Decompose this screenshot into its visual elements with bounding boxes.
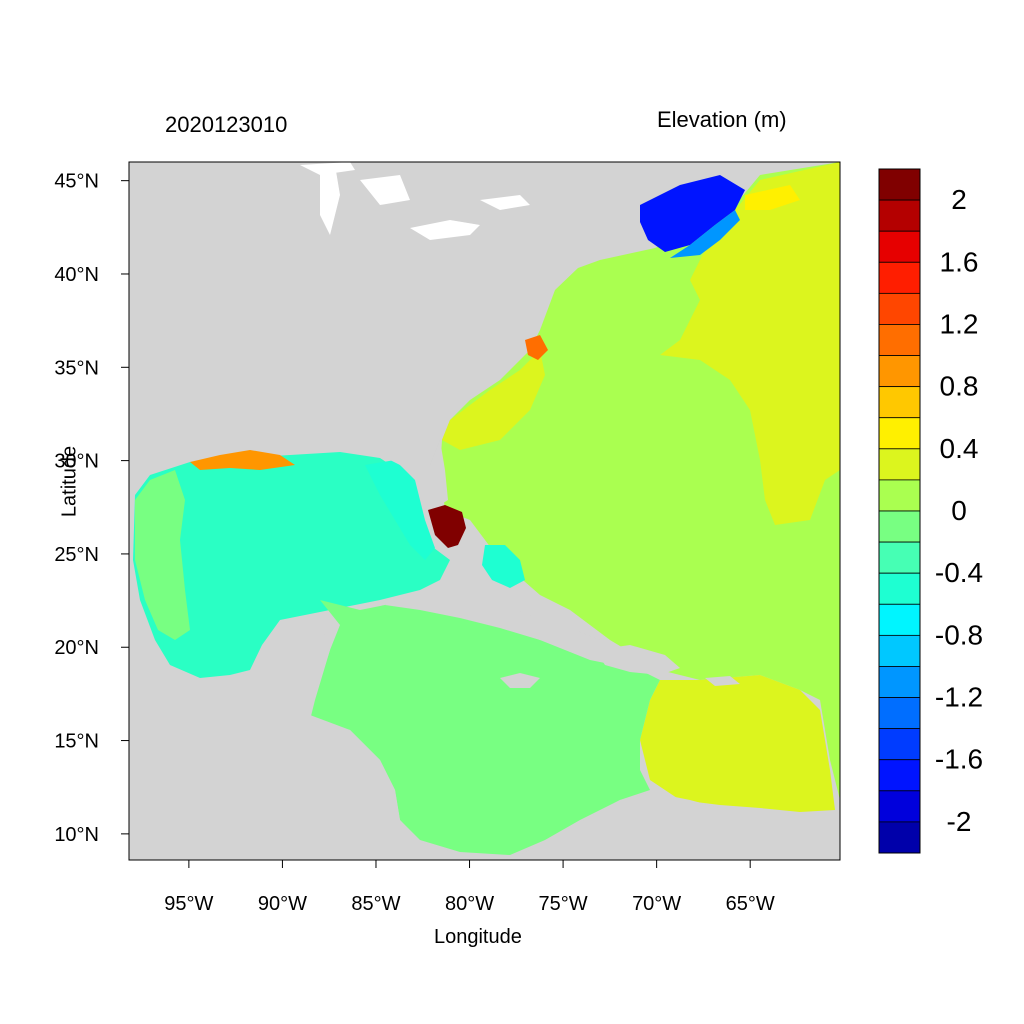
colorbar-label: -0.8 <box>935 619 983 650</box>
colorbar-bin <box>878 821 921 854</box>
colorbar-label: -0.4 <box>935 557 983 588</box>
colorbar-bin <box>878 479 921 512</box>
x-tick-label: 85°W <box>351 893 400 915</box>
colorbar-bin <box>878 199 921 232</box>
x-tick-label: 75°W <box>539 893 588 915</box>
lesser-antilles-water <box>640 675 835 812</box>
colorbar-label: 0.8 <box>940 371 979 402</box>
plot-frame <box>128 161 841 861</box>
y-tick-label: 10°N <box>54 824 99 846</box>
central-america <box>129 620 460 860</box>
x-tick-label: 65°W <box>726 893 775 915</box>
y-tick-label: 30°N <box>54 451 99 473</box>
gulf-of-mexico <box>133 452 450 678</box>
south-america <box>510 792 840 860</box>
great-lakes <box>300 162 530 240</box>
x-tick-label: 95°W <box>164 893 213 915</box>
colorbar-bin <box>878 168 921 201</box>
y-tick-label: 35°N <box>54 357 99 379</box>
colorbar-label: -2 <box>947 806 972 837</box>
x-ticks: 95°W 90°W 85°W 80°W 75°W 70°W 65°W <box>164 860 775 915</box>
colorbar-label: 0 <box>951 495 967 526</box>
variable-title: Elevation (m) <box>657 107 787 132</box>
carolina-coast-surge <box>525 335 548 360</box>
south-florida-surge <box>428 505 466 548</box>
gulf-of-maine-water <box>640 175 745 252</box>
y-tick-label: 15°N <box>54 731 99 753</box>
map-fields <box>129 162 840 860</box>
colorbar-frame <box>878 168 921 854</box>
colorbar-bin <box>878 634 921 667</box>
y-tick-label: 40°N <box>54 264 99 286</box>
y-tick-label: 20°N <box>54 637 99 659</box>
nova-scotia-shelf <box>745 185 800 210</box>
colorbar-bin <box>878 541 921 574</box>
colorbar-bin <box>878 728 921 761</box>
y-ticks: 45°N 40°N 35°N 30°N 25°N 20°N 15°N 10°N <box>54 171 129 846</box>
gulf-of-maine-edge <box>670 210 740 258</box>
x-tick-label: 80°W <box>445 893 494 915</box>
y-tick-label: 45°N <box>54 171 99 193</box>
colorbar-label: -1.6 <box>935 744 983 775</box>
colorbar-bin <box>878 448 921 481</box>
colorbar-bin <box>878 355 921 388</box>
colorbar-bin <box>878 324 921 356</box>
x-tick-label: 90°W <box>258 893 307 915</box>
colorbar-bin <box>878 790 921 823</box>
colorbar-label: 0.4 <box>940 433 979 464</box>
x-axis-label: Longitude <box>434 926 522 948</box>
colorbar-label: -1.2 <box>935 682 983 713</box>
colorbar-bin <box>878 697 921 730</box>
colorbar-bin <box>878 386 921 419</box>
colorbar-bin <box>878 510 921 543</box>
puerto-rico <box>705 676 740 686</box>
colorbar-bin <box>878 417 921 450</box>
colorbar-bin <box>878 230 921 263</box>
x-tick-label: 70°W <box>632 893 681 915</box>
colorbar-bin <box>878 759 921 792</box>
jamaica <box>500 673 540 688</box>
cuba <box>385 592 600 645</box>
timestamp-title: 2020123010 <box>165 112 288 137</box>
hispaniola <box>595 645 680 675</box>
colorbar: 2 1.6 1.2 0.8 0.4 0 -0.4 -0.8 -1.2 -1.6 -2 <box>878 168 983 854</box>
colorbar-bin <box>878 666 921 698</box>
y-tick-label: 25°N <box>54 544 99 566</box>
colorbar-label: 1.6 <box>940 246 979 277</box>
gulf-coast-surge <box>190 450 295 470</box>
colorbar-bin <box>878 261 921 294</box>
caribbean-sea <box>310 600 660 855</box>
colorbar-bin <box>878 603 921 636</box>
colorbar-bin <box>878 292 921 325</box>
western-gulf-shelf <box>135 470 190 640</box>
colorbar-bin <box>878 572 921 605</box>
north-atlantic-water <box>660 162 840 525</box>
carolina-shelf <box>442 350 545 450</box>
bahamas-banks <box>482 545 525 588</box>
colorbar-label: 1.2 <box>940 308 979 339</box>
colorbar-label: 2 <box>951 184 967 215</box>
florida-peninsula <box>380 440 448 508</box>
west-florida-shelf <box>365 460 435 560</box>
